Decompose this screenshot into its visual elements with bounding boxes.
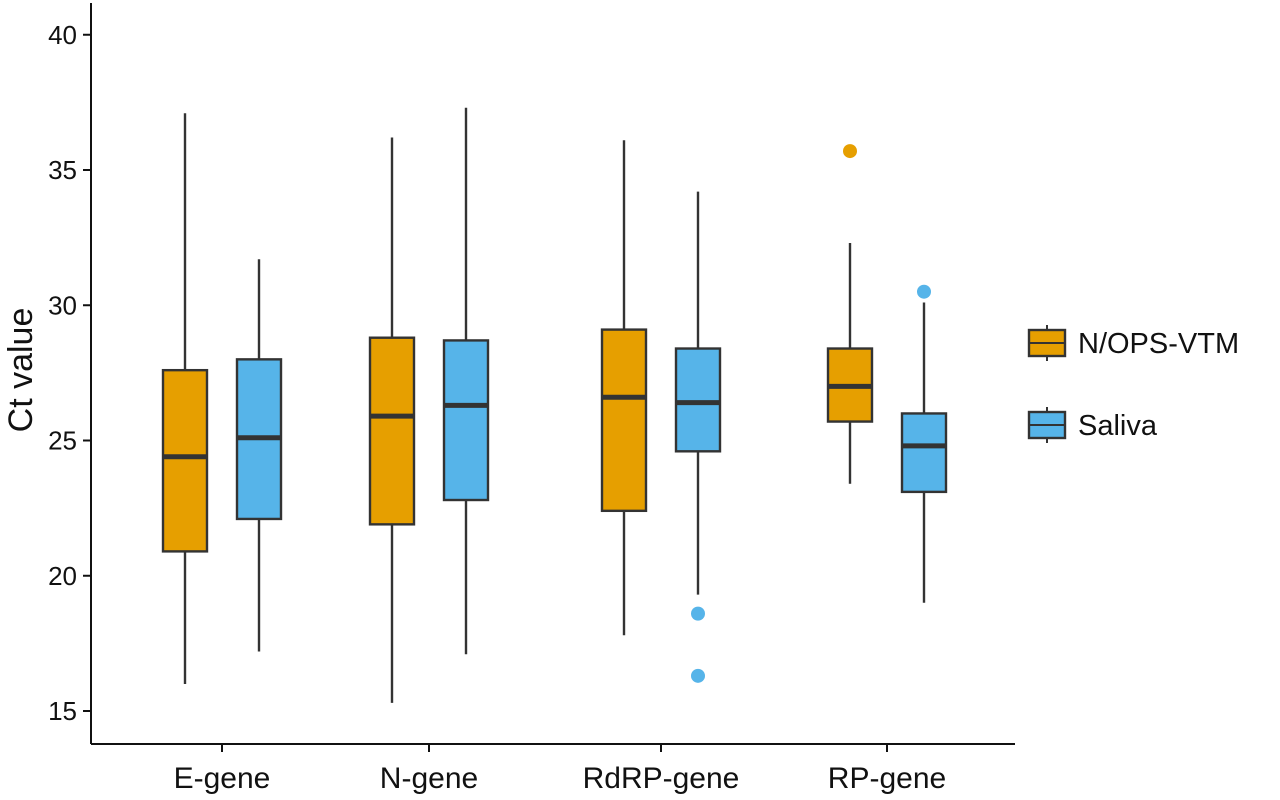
- y-tick-label: 15: [48, 696, 77, 726]
- legend-label: Saliva: [1078, 410, 1158, 442]
- legend-label: N/OPS-VTM: [1078, 328, 1239, 360]
- outlier-point: [917, 284, 931, 299]
- x-tick-label: E-gene: [174, 762, 271, 795]
- y-tick-label: 40: [48, 20, 77, 50]
- y-ticks: 15 20 25 30 35 40: [48, 20, 91, 726]
- box-rdrp-gene-nops-vtm: [600, 140, 648, 636]
- box-rp-gene-nops-vtm: [826, 144, 874, 484]
- x-tick-label: N-gene: [380, 762, 478, 795]
- y-tick-label: 35: [48, 155, 77, 185]
- axes: [90, 3, 1015, 745]
- outlier-point: [691, 668, 705, 683]
- outlier-point: [691, 606, 705, 621]
- y-tick-label: 30: [48, 290, 77, 320]
- y-axis-title: Ct value: [2, 308, 40, 433]
- box-rdrp-gene-saliva: [674, 191, 722, 683]
- box-n-gene-nops-vtm: [368, 137, 416, 703]
- box-n-gene-saliva: [442, 107, 490, 655]
- legend-item-nops-vtm: N/OPS-VTM: [1027, 325, 1239, 361]
- iqr-box: [600, 328, 648, 513]
- x-tick-label: RdRP-gene: [583, 762, 740, 795]
- iqr-box: [900, 412, 948, 494]
- box-e-gene-saliva: [235, 259, 283, 652]
- x-tick-label: RP-gene: [828, 762, 946, 795]
- iqr-box: [674, 347, 722, 453]
- legend-item-saliva: Saliva: [1027, 407, 1158, 443]
- iqr-box: [442, 339, 490, 502]
- y-tick-label: 20: [48, 561, 77, 591]
- outlier-point: [843, 144, 857, 159]
- x-ticks: E-gene N-gene RdRP-gene RP-gene: [174, 744, 946, 795]
- legend: N/OPS-VTM Saliva: [1027, 325, 1239, 443]
- y-tick-label: 25: [48, 426, 77, 456]
- box-groups: [161, 107, 948, 703]
- box-rp-gene-saliva: [900, 284, 948, 603]
- box-e-gene-nops-vtm: [161, 113, 209, 684]
- iqr-box: [161, 368, 209, 553]
- iqr-box: [368, 336, 416, 526]
